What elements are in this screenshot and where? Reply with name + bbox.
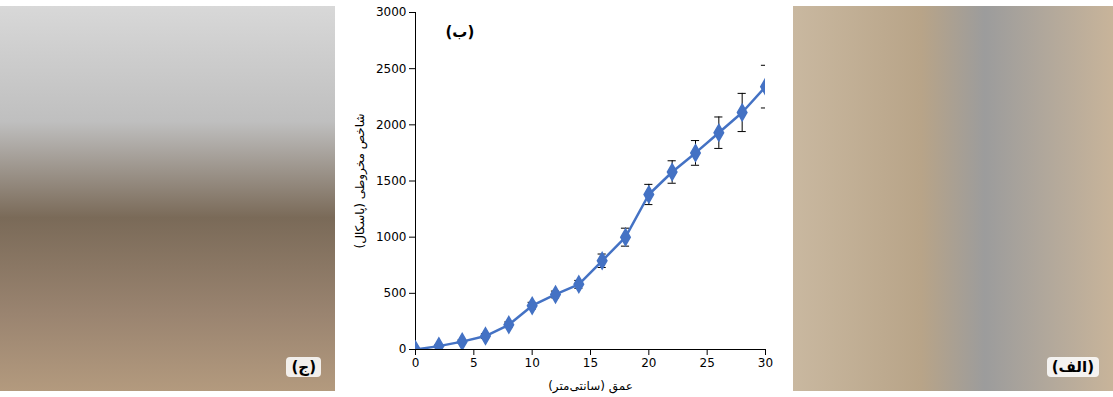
svg-text:3000: 3000 [376,5,407,19]
html-text:(ج): (ج) [291,358,316,376]
svg-text:1500: 1500 [376,174,407,188]
svg-text:0: 0 [412,356,420,370]
svg-text:5: 5 [470,356,478,370]
svg-text:10: 10 [525,356,540,370]
svg-text:0: 0 [399,342,407,356]
svg-text:(ب): (ب) [446,23,475,41]
html-text:(الف): (الف) [1051,358,1094,376]
svg-text:1000: 1000 [376,230,407,244]
svg-text:2500: 2500 [376,62,407,76]
svg-text:عمق (سانتی‌متر): عمق (سانتی‌متر) [548,379,633,394]
svg-text:25: 25 [700,356,715,370]
svg-text:20: 20 [641,356,656,370]
svg-text:15: 15 [583,356,598,370]
svg-text:شاخص مخروطی (پاسکال): شاخص مخروطی (پاسکال) [353,113,368,248]
svg-text:2000: 2000 [376,118,407,132]
svg-text:30: 30 [758,356,773,370]
svg-text:500: 500 [384,286,407,300]
